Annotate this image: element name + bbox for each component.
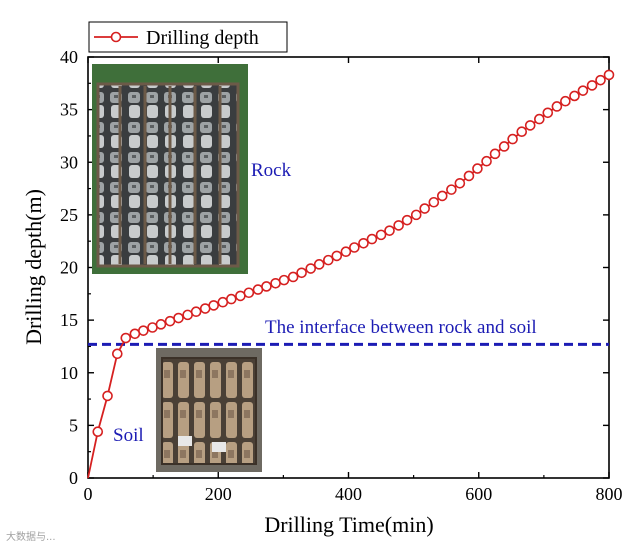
data-point [366, 233, 378, 245]
data-point [454, 178, 466, 189]
x-tick-label: 400 [335, 484, 362, 504]
data-point [358, 237, 369, 249]
soil-core-photo [156, 348, 262, 472]
data-point [401, 214, 413, 226]
data-point [208, 300, 219, 311]
x-axis-title: Drilling Time(min) [264, 512, 433, 537]
data-point [569, 90, 580, 102]
data-point [313, 259, 325, 270]
y-tick-label: 0 [69, 468, 78, 488]
interface-label: The interface between rock and soil [265, 317, 537, 338]
data-point [375, 229, 387, 241]
legend: Drilling depth [88, 21, 288, 53]
data-point [112, 348, 123, 360]
y-tick-label: 10 [60, 363, 78, 383]
data-point [217, 296, 229, 308]
data-point [102, 390, 113, 402]
data-point [278, 274, 290, 286]
data-point [331, 250, 343, 262]
data-point [524, 120, 536, 131]
y-tick-label: 30 [60, 152, 78, 172]
data-point [384, 225, 395, 236]
data-point [147, 322, 158, 333]
rock-annotation: Rock [251, 160, 292, 181]
soil-annotation: Soil [113, 425, 144, 446]
data-point [305, 263, 317, 274]
data-point [243, 287, 255, 299]
series-markers [92, 69, 615, 437]
data-point [534, 113, 545, 125]
data-point [173, 312, 184, 324]
data-point [182, 309, 193, 321]
data-point [603, 69, 615, 81]
data-point [419, 203, 430, 214]
data-point [436, 190, 448, 202]
axis-ticks [87, 56, 610, 479]
x-tick-label: 600 [465, 484, 492, 504]
data-point [542, 107, 554, 119]
legend-marker-sample [110, 31, 122, 43]
x-tick-label: 800 [596, 484, 623, 504]
data-point [595, 74, 606, 86]
data-point [507, 133, 518, 145]
y-tick-label: 15 [60, 310, 78, 330]
data-point [349, 242, 360, 253]
data-point [410, 209, 422, 221]
data-point [446, 184, 457, 195]
data-point [586, 80, 598, 91]
y-tick-label: 25 [60, 205, 78, 225]
data-point [92, 426, 104, 437]
data-point [472, 163, 483, 174]
rock-core-photo [92, 64, 248, 274]
data-point [428, 196, 440, 208]
data-point [129, 328, 141, 340]
data-point [551, 101, 563, 112]
x-tick-label: 200 [205, 484, 232, 504]
data-point [323, 254, 334, 266]
data-point [296, 267, 307, 279]
data-point [190, 306, 202, 318]
data-point [340, 246, 352, 258]
y-axis-title: Drilling depth(m) [21, 189, 46, 345]
y-tick-label: 35 [60, 100, 78, 120]
legend-entry: Drilling depth [146, 27, 259, 49]
watermark: 大数据与... [6, 530, 56, 543]
data-point [155, 319, 167, 330]
data-point [261, 281, 272, 292]
data-point [120, 332, 132, 344]
data-point [138, 325, 149, 336]
tick-labels: 0 200 400 600 800 0 5 10 15 20 25 30 35 40 [60, 47, 623, 504]
data-point [164, 315, 176, 327]
data-point [463, 170, 475, 182]
data-point [498, 141, 510, 152]
x-tick-label: 0 [84, 484, 93, 504]
data-point [393, 220, 404, 231]
data-point [577, 85, 589, 96]
y-tick-label: 40 [60, 47, 78, 67]
data-point [270, 277, 281, 289]
plot-axes: 0 200 400 600 800 0 5 10 15 20 25 30 35 40 [60, 47, 623, 504]
data-point [235, 290, 246, 302]
data-point [225, 293, 237, 305]
data-point [199, 303, 211, 314]
data-point [489, 148, 501, 160]
data-point [252, 284, 264, 295]
data-point [481, 155, 492, 167]
data-point [560, 95, 571, 107]
data-point [516, 126, 528, 138]
y-tick-label: 5 [69, 415, 78, 435]
data-point [287, 271, 299, 283]
y-tick-label: 20 [60, 258, 78, 278]
